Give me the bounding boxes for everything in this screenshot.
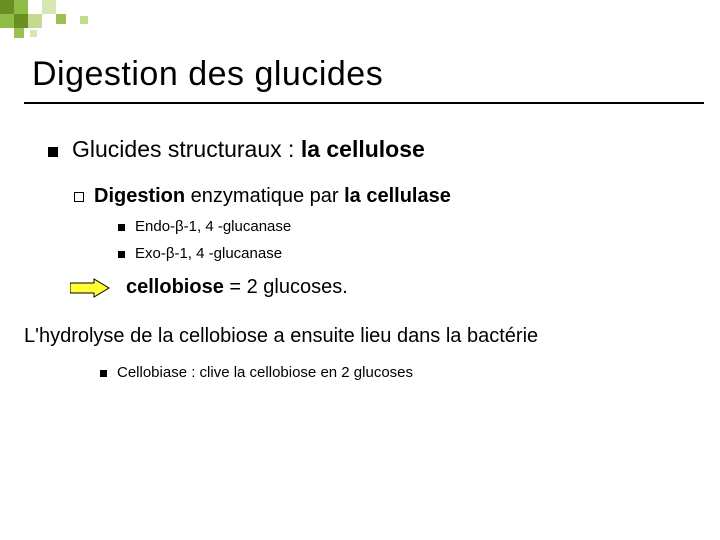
- corner-decoration: [0, 0, 150, 40]
- text-bold: la cellulase: [344, 185, 451, 207]
- bullet-level3: Cellobiase : clive la cellobiose en 2 gl…: [100, 364, 720, 381]
- text-rest: = 2 glucoses.: [224, 276, 348, 298]
- arrow-text: cellobiose = 2 glucoses.: [126, 276, 348, 299]
- bullet-level1: Glucides structuraux : la cellulose: [48, 136, 720, 163]
- level2-text: Digestion enzymatique par la cellulase: [94, 185, 451, 208]
- text-bold: Digestion: [94, 185, 185, 207]
- text-mid: enzymatique par: [185, 185, 344, 207]
- level3-text: Cellobiase : clive la cellobiose en 2 gl…: [117, 364, 413, 381]
- square-bullet-icon: [118, 224, 125, 231]
- bullet-level3: Endo-β-1, 4 -glucanase: [118, 218, 720, 235]
- text-bold: la cellulose: [301, 136, 425, 162]
- text-prefix: Glucides structuraux :: [72, 136, 301, 162]
- bullet-level2: Digestion enzymatique par la cellulase: [74, 185, 720, 208]
- open-square-bullet-icon: [74, 192, 84, 202]
- arrow-line: cellobiose = 2 glucoses.: [70, 276, 720, 299]
- title-underline: [24, 102, 704, 104]
- square-bullet-icon: [100, 370, 107, 377]
- square-bullet-icon: [48, 147, 58, 157]
- level1-text: Glucides structuraux : la cellulose: [72, 136, 425, 163]
- square-bullet-icon: [118, 251, 125, 258]
- slide-content: Glucides structuraux : la cellulose Dige…: [0, 120, 720, 381]
- arrow-icon: [70, 278, 110, 298]
- standalone-text: L'hydrolyse de la cellobiose a ensuite l…: [24, 325, 720, 348]
- slide-title: Digestion des glucides: [32, 55, 383, 94]
- bullet-level3: Exo-β-1, 4 -glucanase: [118, 245, 720, 262]
- text-bold: cellobiose: [126, 276, 224, 298]
- level3-text: Endo-β-1, 4 -glucanase: [135, 218, 291, 235]
- level3-text: Exo-β-1, 4 -glucanase: [135, 245, 282, 262]
